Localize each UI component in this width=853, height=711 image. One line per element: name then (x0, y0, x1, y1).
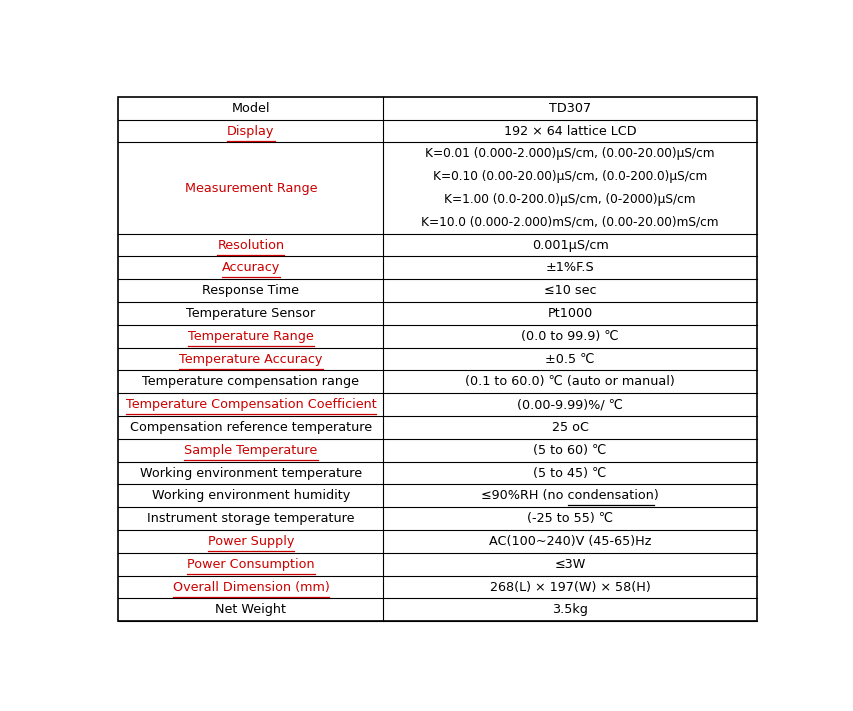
Text: ±0.5 ℃: ±0.5 ℃ (545, 353, 595, 365)
Text: AC(100~240)V (45-65)Hz: AC(100~240)V (45-65)Hz (489, 535, 651, 548)
Text: K=0.01 (0.000-2.000)μS/cm, (0.00-20.00)μS/cm: K=0.01 (0.000-2.000)μS/cm, (0.00-20.00)μ… (425, 147, 714, 161)
Text: Response Time: Response Time (202, 284, 299, 297)
Text: (0.0 to 99.9) ℃: (0.0 to 99.9) ℃ (521, 330, 618, 343)
Text: ≤10 sec: ≤10 sec (543, 284, 595, 297)
Text: 268(L) × 197(W) × 58(H): 268(L) × 197(W) × 58(H) (490, 581, 650, 594)
Text: Instrument storage temperature: Instrument storage temperature (147, 512, 354, 525)
Text: Power Supply: Power Supply (207, 535, 293, 548)
Text: 3.5kg: 3.5kg (552, 604, 588, 616)
Text: Sample Temperature: Sample Temperature (184, 444, 317, 456)
Text: Power Consumption: Power Consumption (187, 557, 314, 571)
Text: Pt1000: Pt1000 (547, 307, 592, 320)
Text: 0.001μS/cm: 0.001μS/cm (531, 239, 608, 252)
Text: K=0.10 (0.00-20.00)μS/cm, (0.0-200.0)μS/cm: K=0.10 (0.00-20.00)μS/cm, (0.0-200.0)μS/… (432, 170, 706, 183)
Text: TD307: TD307 (548, 102, 590, 114)
Text: Temperature Accuracy: Temperature Accuracy (179, 353, 322, 365)
Text: Accuracy: Accuracy (222, 262, 280, 274)
Text: 192 × 64 lattice LCD: 192 × 64 lattice LCD (503, 124, 635, 137)
Text: (0.1 to 60.0) ℃ (auto or manual): (0.1 to 60.0) ℃ (auto or manual) (465, 375, 674, 388)
Text: Working environment temperature: Working environment temperature (140, 466, 362, 479)
Text: Temperature Compensation Coefficient: Temperature Compensation Coefficient (125, 398, 376, 411)
Text: (5 to 60) ℃: (5 to 60) ℃ (533, 444, 606, 456)
Text: Temperature Range: Temperature Range (188, 330, 313, 343)
Text: ±1%F.S: ±1%F.S (545, 262, 594, 274)
Text: Temperature Sensor: Temperature Sensor (186, 307, 315, 320)
Text: Measurement Range: Measurement Range (184, 181, 316, 195)
Text: ≤90%RH (no condensation): ≤90%RH (no condensation) (481, 489, 659, 503)
Text: Working environment humidity: Working environment humidity (152, 489, 350, 503)
Text: ≤3W: ≤3W (554, 557, 585, 571)
Text: 25 oC: 25 oC (551, 421, 588, 434)
Text: Overall Dimension (mm): Overall Dimension (mm) (172, 581, 329, 594)
Text: Model: Model (231, 102, 270, 114)
Text: Resolution: Resolution (217, 239, 284, 252)
Text: Temperature compensation range: Temperature compensation range (142, 375, 359, 388)
Text: Net Weight: Net Weight (215, 604, 286, 616)
Text: (5 to 45) ℃: (5 to 45) ℃ (533, 466, 606, 479)
Text: K=10.0 (0.000-2.000)mS/cm, (0.00-20.00)mS/cm: K=10.0 (0.000-2.000)mS/cm, (0.00-20.00)m… (421, 215, 718, 229)
Text: (-25 to 55) ℃: (-25 to 55) ℃ (526, 512, 612, 525)
Text: Display: Display (227, 124, 275, 137)
Text: (0.00-9.99)%/ ℃: (0.00-9.99)%/ ℃ (517, 398, 623, 411)
Text: K=1.00 (0.0-200.0)μS/cm, (0-2000)μS/cm: K=1.00 (0.0-200.0)μS/cm, (0-2000)μS/cm (444, 193, 695, 206)
Text: Compensation reference temperature: Compensation reference temperature (130, 421, 372, 434)
